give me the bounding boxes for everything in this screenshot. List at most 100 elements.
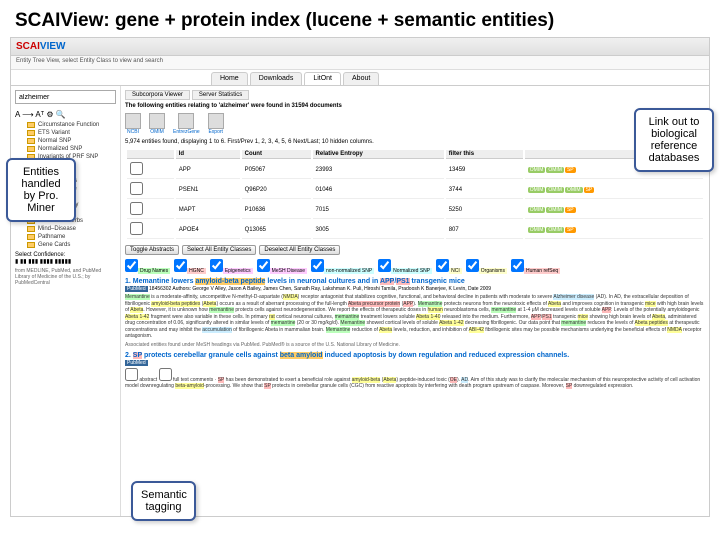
callout-semantic: Semantic tagging	[131, 481, 196, 521]
class-checkbox[interactable]	[378, 259, 391, 272]
omim-badge[interactable]: OMIM	[565, 187, 583, 193]
omim-badge[interactable]: OMIM	[528, 187, 546, 193]
class-checkbox[interactable]	[311, 259, 324, 272]
db-icon	[125, 113, 141, 129]
mesh-note: Associated entities found under MeSH hea…	[125, 342, 705, 348]
subtab-stats[interactable]: Server Statistics	[192, 90, 249, 100]
app-logo: SCAIVIEW	[16, 41, 65, 52]
tagged-entity: amyloid-beta peptide	[195, 278, 265, 285]
omim-badge[interactable]: OMIM	[546, 227, 564, 233]
class-checkbox[interactable]	[125, 259, 138, 272]
db-link[interactable]: Export	[208, 113, 224, 135]
callout-linkout: Link out to biological reference databas…	[634, 108, 714, 172]
db-link[interactable]: EntrezGene	[173, 113, 200, 135]
folder-icon	[27, 122, 35, 128]
class-tag: Normalized SNP	[391, 268, 432, 274]
abstract-body: abstract full text comments · SP has bee…	[125, 368, 705, 390]
class-tag: NCI	[449, 268, 462, 274]
db-icon	[149, 113, 165, 129]
tree-item[interactable]: Gene Cards	[15, 241, 116, 249]
db-link[interactable]: OMIM	[149, 113, 165, 135]
class-checkbox[interactable]	[210, 259, 223, 272]
action-buttons: Toggle Abstracts Select All Entity Class…	[125, 245, 705, 255]
confidence-selector: Select Confidence: ▮ ▮▮ ▮▮▮ ▮▮▮▮ ▮▮▮▮▮	[15, 252, 116, 265]
class-tag: Organisms	[479, 268, 507, 274]
result-table: IdCountRelative Entropyfilter this APPP0…	[125, 148, 705, 241]
sidebar-footer: from MEDLINE, PubMed, and PubMed Library…	[15, 268, 116, 286]
folder-icon	[27, 242, 35, 248]
table-row[interactable]: MAPTP1063670155250OMIMOMIMSP	[127, 201, 703, 219]
sp-badge[interactable]: SP	[565, 227, 576, 233]
db-link[interactable]: NCBI	[125, 113, 141, 135]
entity-sidebar: A ⟶ Aᵀ ⚙ 🔍 Circumstance Function ETS Var…	[11, 86, 121, 516]
screenshot-area: Entities handled by Pro. Miner Link out …	[10, 37, 710, 517]
toggle-abstracts-button[interactable]: Toggle Abstracts	[125, 245, 179, 255]
row-checkbox[interactable]	[130, 202, 143, 215]
row-checkbox[interactable]	[130, 182, 143, 195]
row-checkbox[interactable]	[130, 162, 143, 175]
sp-badge[interactable]: SP	[584, 187, 595, 193]
entity-class-row: Drug Names HGNC Epigenetics MeSH Disease…	[125, 259, 705, 274]
tree-item[interactable]: ETS Variant	[15, 129, 116, 137]
abstract-title[interactable]: 2. SP protects cerebellar granule cells …	[125, 352, 705, 359]
abstract-body: Memantine is a moderate-affinity, uncomp…	[125, 294, 705, 340]
subtab-subcorpora[interactable]: Subcorpora Viewer	[125, 90, 190, 100]
select-all-button[interactable]: Select All Entity Classes	[182, 245, 256, 255]
tab-litont[interactable]: LitOnt	[304, 72, 341, 85]
class-checkbox[interactable]	[511, 259, 524, 272]
abstract-1: 1. Memantine lowers amyloid-beta peptide…	[125, 278, 705, 348]
slide-title: SCAIView: gene + protein index (lucene +…	[0, 0, 720, 37]
intro-text: The following entities relating to 'alzh…	[125, 103, 705, 109]
sp-badge[interactable]: SP	[565, 167, 576, 173]
pubmed-badge[interactable]: PubMed	[125, 286, 148, 292]
class-tag: Human refSeq	[524, 268, 560, 274]
abstract-2: 2. SP protects cerebellar granule cells …	[125, 352, 705, 390]
table-row[interactable]: APOE4Q130653005807OMIMOMIMSP	[127, 221, 703, 239]
tree-item[interactable]: Normalized SNP	[15, 145, 116, 153]
fulltext-checkbox[interactable]	[159, 368, 172, 381]
tree-item[interactable]: Circumstance Function	[15, 121, 116, 129]
tab-downloads[interactable]: Downloads	[250, 72, 303, 85]
omim-badge[interactable]: OMIM	[546, 187, 564, 193]
app-header: SCAIVIEW	[11, 38, 709, 56]
folder-icon	[27, 234, 35, 240]
pubmed-badge[interactable]: PubMed	[125, 360, 148, 366]
nav-hint: Entity Tree View, select Entity Class to…	[11, 56, 709, 70]
omim-badge[interactable]: OMIM	[528, 167, 546, 173]
class-checkbox[interactable]	[174, 259, 187, 272]
omim-badge[interactable]: OMIM	[528, 207, 546, 213]
abstract-checkbox[interactable]	[125, 368, 138, 381]
pubmed-line: PubMed	[125, 360, 705, 366]
result-summary: 5,974 entities found, displaying 1 to 6.…	[125, 139, 705, 145]
abstract-title[interactable]: 1. Memantine lowers amyloid-beta peptide…	[125, 278, 705, 285]
tree-item[interactable]: Normal SNP	[15, 137, 116, 145]
main-panel: Subcorpora Viewer Server Statistics The …	[121, 86, 709, 516]
class-checkbox[interactable]	[436, 259, 449, 272]
tree-item[interactable]: Mind–Disease	[15, 225, 116, 233]
folder-icon	[27, 138, 35, 144]
logo-view: VIEW	[40, 41, 66, 52]
tab-home[interactable]: Home	[211, 72, 248, 85]
sp-badge[interactable]: SP	[565, 207, 576, 213]
row-checkbox[interactable]	[130, 222, 143, 235]
class-checkbox[interactable]	[257, 259, 270, 272]
deselect-all-button[interactable]: Deselect All Entity Classes	[259, 245, 340, 255]
table-row[interactable]: APPP050672399313459OMIMOMIMSP	[127, 161, 703, 179]
callout-entities: Entities handled by Pro. Miner	[6, 158, 76, 222]
omim-badge[interactable]: OMIM	[546, 167, 564, 173]
search-input[interactable]	[15, 90, 116, 104]
omim-badge[interactable]: OMIM	[546, 207, 564, 213]
omim-badge[interactable]: OMIM	[528, 227, 546, 233]
subtabs: Subcorpora Viewer Server Statistics	[125, 90, 705, 100]
table-row[interactable]: PSEN1Q96P20010463744OMIMOMIMOMIMSP	[127, 181, 703, 199]
class-checkbox[interactable]	[466, 259, 479, 272]
folder-icon	[27, 146, 35, 152]
db-icon	[178, 113, 194, 129]
class-tag: Drug Names	[138, 268, 170, 274]
class-tag: non-normalized SNP	[324, 268, 374, 274]
top-tabs: Home Downloads LitOnt About	[11, 70, 709, 86]
tree-item[interactable]: Pathname	[15, 233, 116, 241]
tab-about[interactable]: About	[343, 72, 379, 85]
class-tag: Epigenetics	[223, 268, 253, 274]
confidence-bars[interactable]: ▮ ▮▮ ▮▮▮ ▮▮▮▮ ▮▮▮▮▮	[15, 259, 71, 265]
